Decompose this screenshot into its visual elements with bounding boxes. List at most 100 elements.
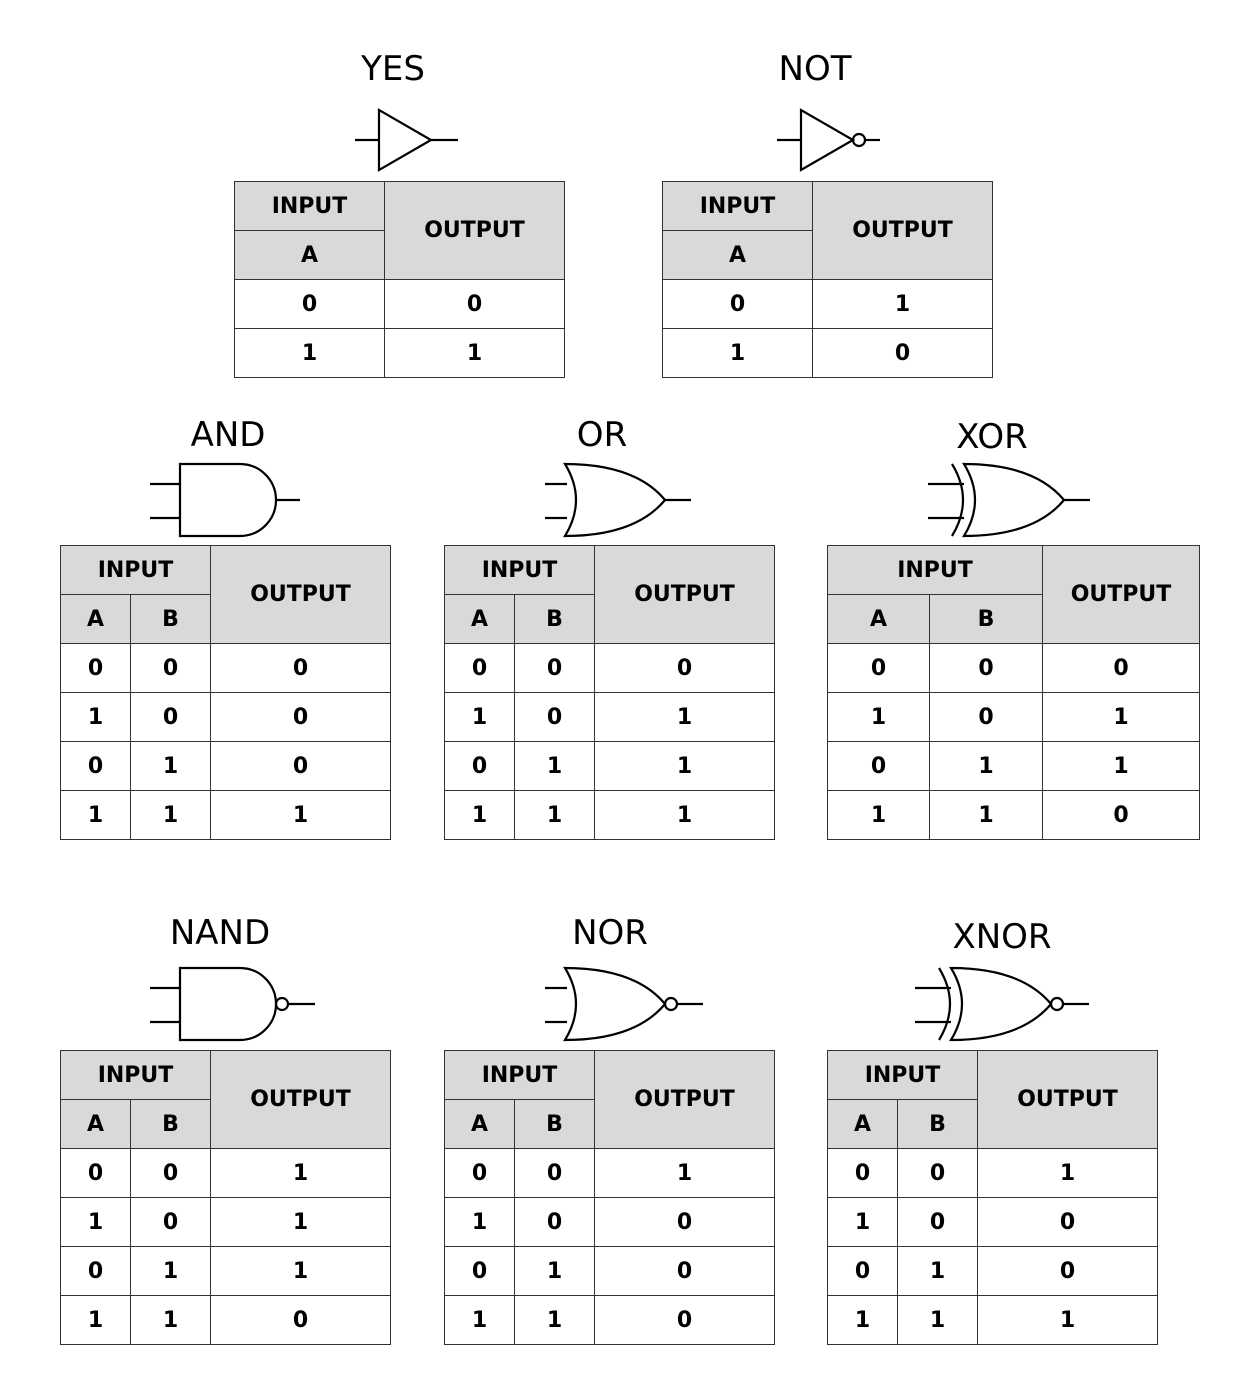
gate-title: AND (190, 415, 266, 455)
yes-gate-symbol (355, 108, 458, 172)
input-name-a: A (234, 230, 385, 280)
gate-title: NOR (572, 913, 648, 953)
input-a-cell: 1 (234, 328, 385, 378)
output-cell: 0 (210, 643, 391, 693)
header-row: INPUT OUTPUT (444, 1050, 775, 1149)
output-cell: 0 (594, 1295, 775, 1345)
input-b-cell: 0 (514, 1197, 595, 1247)
xor-extra-arc (951, 463, 964, 537)
input-a-cell: 0 (827, 741, 930, 791)
nand-truth-table: INPUT OUTPUT A B 0 0 1 1 0 1 0 1 1 1 1 0 (60, 1050, 391, 1345)
output-cell: 1 (210, 1197, 391, 1247)
input-b-cell: 1 (929, 741, 1043, 791)
output-header: OUTPUT (977, 1050, 1158, 1149)
input-a-cell: 0 (662, 279, 813, 329)
output-cell: 0 (210, 1295, 391, 1345)
input-b-cell: 1 (130, 1246, 211, 1296)
header-row: INPUT OUTPUT (60, 545, 391, 644)
gate-title: NOT (778, 49, 852, 89)
input-a-cell: 1 (827, 790, 930, 840)
inversion-bubble (663, 996, 679, 1012)
or-body (949, 966, 1053, 1042)
input-b-cell: 1 (130, 1295, 211, 1345)
input-a-cell: 0 (444, 1246, 515, 1296)
xor-truth-table: INPUT OUTPUT A B 0 0 0 1 0 1 0 1 1 1 1 0 (827, 545, 1200, 840)
output-cell: 0 (977, 1197, 1158, 1247)
output-header: OUTPUT (210, 545, 391, 644)
input-a-cell: 1 (444, 1295, 515, 1345)
output-cell: 1 (210, 1246, 391, 1296)
output-cell: 1 (594, 790, 775, 840)
input-a-cell: 0 (60, 1246, 131, 1296)
input-name-a: A (827, 594, 930, 644)
header-row: INPUT OUTPUT (662, 181, 993, 280)
output-cell: 1 (210, 790, 391, 840)
input-a-cell: 1 (827, 692, 930, 742)
input-b-cell: 0 (130, 1148, 211, 1198)
input-b-cell: 1 (514, 741, 595, 791)
or-body (962, 462, 1066, 538)
xnor-truth-table: INPUT OUTPUT A B 0 0 1 1 0 0 0 1 0 1 1 1 (827, 1050, 1158, 1345)
input-a-cell: 0 (827, 1246, 898, 1296)
input-a-cell: 1 (60, 1295, 131, 1345)
nor-gate-symbol (545, 966, 703, 1042)
input-header: INPUT (60, 1050, 211, 1100)
input-header: INPUT (827, 545, 1043, 595)
input-name-a: A (60, 1099, 131, 1149)
output-cell: 0 (594, 1246, 775, 1296)
input-b-cell: 1 (514, 1246, 595, 1296)
gate-title: XNOR (952, 917, 1052, 957)
output-cell: 1 (594, 1148, 775, 1198)
input-a-cell: 0 (60, 1148, 131, 1198)
input-header: INPUT (662, 181, 813, 231)
output-header: OUTPUT (594, 1050, 775, 1149)
and-gate-symbol (150, 462, 300, 538)
header-row: INPUT OUTPUT (444, 545, 775, 644)
input-b-cell: 0 (514, 643, 595, 693)
input-b-cell: 0 (929, 692, 1043, 742)
input-header: INPUT (444, 1050, 595, 1100)
output-cell: 1 (594, 741, 775, 791)
output-cell: 1 (977, 1148, 1158, 1198)
or-body (563, 462, 667, 538)
output-header: OUTPUT (812, 181, 993, 280)
input-a-cell: 1 (827, 1197, 898, 1247)
output-cell: 0 (594, 643, 775, 693)
inversion-bubble (274, 996, 290, 1012)
output-cell: 0 (210, 741, 391, 791)
input-b-cell: 1 (130, 741, 211, 791)
output-cell: 0 (1042, 643, 1200, 693)
output-cell: 0 (812, 328, 993, 378)
input-a-cell: 0 (827, 1148, 898, 1198)
input-b-cell: 0 (514, 692, 595, 742)
input-name-b: B (130, 1099, 211, 1149)
xor-gate-symbol (928, 462, 1090, 538)
output-header: OUTPUT (1042, 545, 1200, 644)
input-b-cell: 1 (897, 1295, 978, 1345)
xnor-gate-symbol (915, 966, 1089, 1042)
gate-title: NAND (169, 913, 271, 953)
yes-truth-table: INPUT OUTPUT A 0 0 1 1 (234, 181, 565, 378)
input-header: INPUT (827, 1050, 978, 1100)
or-body (563, 966, 667, 1042)
nand-gate-symbol (150, 966, 315, 1042)
output-cell: 1 (977, 1295, 1158, 1345)
